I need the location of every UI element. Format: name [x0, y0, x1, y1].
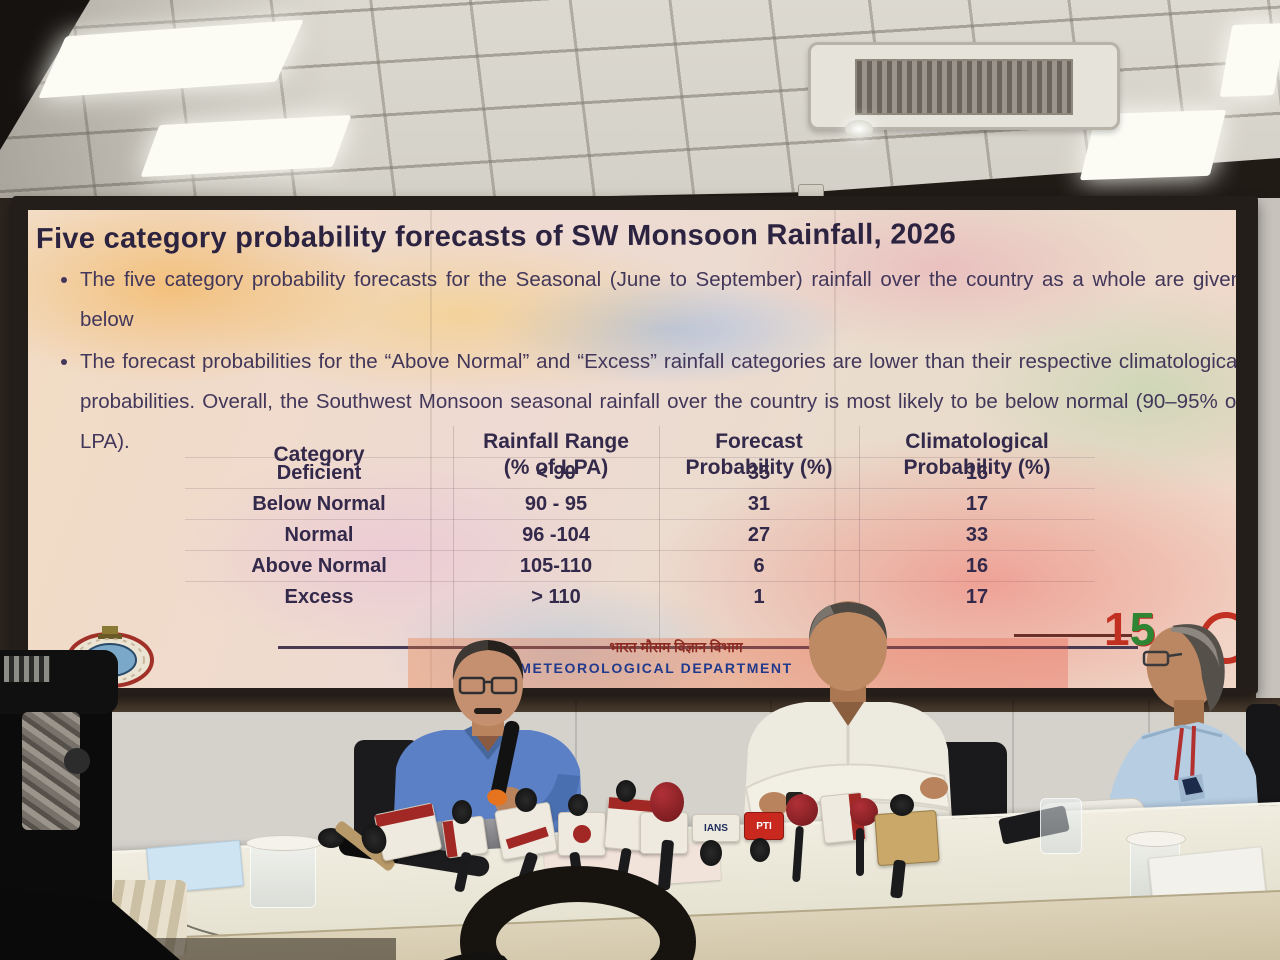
wall-right-edge — [1256, 198, 1280, 698]
glass-lid — [1126, 831, 1186, 847]
table-column-line — [659, 426, 660, 646]
screen-panel-seam — [430, 210, 432, 688]
microphone — [890, 794, 914, 816]
mic-flag-ians: IANS — [692, 814, 740, 842]
table-cell: Excess — [185, 581, 453, 612]
table-cell: Deficient — [185, 457, 453, 488]
camera-knob — [64, 748, 90, 774]
table-cell: < 90 — [453, 457, 659, 488]
mic-flag — [874, 809, 940, 867]
table-cell: 90 - 95 — [453, 488, 659, 519]
footer-rule — [1014, 634, 1132, 637]
water-glass — [1040, 798, 1082, 854]
imd-150-logo: 15 — [1104, 603, 1156, 655]
imd-name-hindi: भारत मौसम विज्ञान विभाग — [609, 639, 743, 655]
pocket-square — [1182, 777, 1203, 795]
table-header-category: Category — [273, 443, 365, 466]
microphone — [318, 828, 344, 848]
table-cell: 16 — [859, 457, 1095, 488]
table-cell: 96 -104 — [453, 519, 659, 550]
microphone — [616, 780, 636, 802]
table-cell: Above Normal — [185, 550, 453, 581]
slide-bullet: The forecast probabilities for the “Abov… — [80, 342, 1236, 462]
ac-vent-grille — [855, 59, 1073, 115]
table-header-range: Rainfall Range (% of LPA) — [483, 430, 629, 479]
microphone — [750, 838, 770, 862]
microphone-windscreen — [786, 794, 818, 826]
slide-bullet: The five category probability forecasts … — [80, 260, 1236, 340]
ac-vent — [808, 42, 1120, 130]
wall-left-edge — [0, 198, 14, 698]
table-cell: 105-110 — [453, 550, 659, 581]
screen-panel-seam — [834, 210, 836, 688]
table-cell: 27 — [659, 519, 859, 550]
table-cell: 17 — [859, 488, 1095, 519]
ceiling-downlight — [845, 120, 873, 138]
mic-flag-pti: PTI — [744, 812, 784, 840]
table-header-climatological: Climatological Probability (%) — [903, 430, 1051, 479]
imd-name-english: METEOROLOGICAL DEPARTMENT — [519, 660, 793, 676]
camera-mic-grille — [4, 656, 50, 682]
wall-seam — [1012, 700, 1014, 820]
glass-lid — [246, 835, 322, 851]
table-bottom-rule — [278, 646, 1138, 649]
microphone — [452, 800, 472, 824]
table-cell: 16 — [859, 550, 1095, 581]
table-cell: 17 — [859, 581, 1095, 612]
handheld-microphone — [487, 720, 520, 806]
table-cell: 31 — [659, 488, 859, 519]
forecast-table: Category Rainfall Range (% of LPA) Foreca… — [185, 426, 1095, 612]
table-column-line — [453, 426, 454, 646]
presentation-slide: Five category probability forecasts of S… — [28, 210, 1236, 688]
microphone-windscreen — [850, 798, 878, 826]
slide-title: Five category probability forecasts of S… — [35, 218, 957, 256]
microphone — [515, 788, 537, 812]
mic-flag — [558, 812, 606, 856]
table-cell: Normal — [185, 519, 453, 550]
glasses — [458, 676, 486, 695]
table-cell: > 110 — [453, 581, 659, 612]
table-cell: 35 — [659, 457, 859, 488]
glasses — [1142, 650, 1170, 667]
mic-handle — [856, 828, 864, 876]
camera-strap — [443, 866, 696, 960]
microphone — [700, 840, 722, 866]
table-header-forecast: Forecast Probability (%) — [685, 430, 833, 479]
table-cell: 6 — [659, 550, 859, 581]
table-cell: Below Normal — [185, 488, 453, 519]
lanyard — [1174, 725, 1196, 783]
table-column-line — [859, 426, 860, 646]
microphone — [568, 794, 588, 816]
table-cell: 33 — [859, 519, 1095, 550]
slide-bullet-list: The five category probability forecasts … — [58, 260, 1236, 464]
table-cell: 1 — [659, 581, 859, 612]
water-glass-covered — [246, 835, 322, 908]
microphone-windscreen — [650, 782, 684, 822]
